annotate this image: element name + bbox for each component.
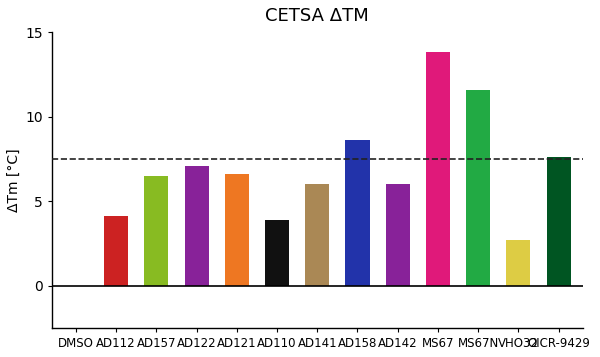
Bar bbox=[426, 52, 450, 286]
Bar bbox=[225, 174, 249, 286]
Bar bbox=[466, 90, 490, 286]
Bar bbox=[185, 166, 209, 286]
Bar bbox=[305, 184, 329, 286]
Bar bbox=[506, 240, 530, 286]
Bar bbox=[386, 184, 410, 286]
Title: CETSA ΔTM: CETSA ΔTM bbox=[265, 7, 369, 25]
Bar bbox=[144, 176, 169, 286]
Bar bbox=[547, 157, 571, 286]
Y-axis label: ΔTm [°C]: ΔTm [°C] bbox=[7, 148, 21, 212]
Bar bbox=[104, 216, 128, 286]
Bar bbox=[265, 220, 289, 286]
Bar bbox=[346, 140, 370, 286]
